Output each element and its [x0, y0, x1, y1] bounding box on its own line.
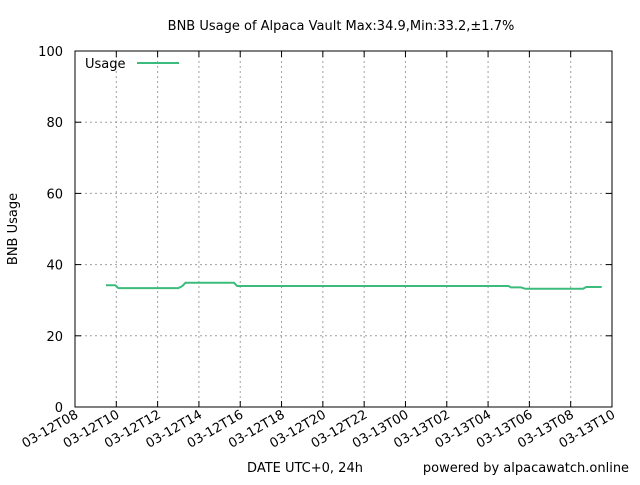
x-axis-ticks: 03-12T0803-12T1003-12T1203-12T1403-12T16…	[20, 51, 618, 452]
x-axis-label: DATE UTC+0, 24h	[247, 461, 363, 476]
grid-lines	[75, 51, 612, 407]
y-tick-label: 100	[38, 45, 63, 60]
credit-text: powered by alpacawatch.online	[423, 461, 629, 476]
y-tick-label: 20	[46, 330, 63, 345]
series-layer	[106, 281, 602, 290]
series-line-usage	[106, 281, 602, 290]
y-axis-ticks: 0 20 40 60 80 100	[38, 45, 612, 416]
y-tick-label: 80	[46, 116, 63, 131]
y-tick-label: 60	[46, 187, 63, 202]
y-tick-label: 0	[55, 401, 63, 416]
legend: Usage	[85, 57, 179, 72]
y-tick-label: 40	[46, 259, 63, 274]
y-axis-label: BNB Usage	[6, 193, 21, 265]
legend-label: Usage	[85, 57, 126, 72]
chart-title: BNB Usage of Alpaca Vault Max:34.9,Min:3…	[168, 19, 515, 34]
plot-frame	[74, 50, 613, 408]
